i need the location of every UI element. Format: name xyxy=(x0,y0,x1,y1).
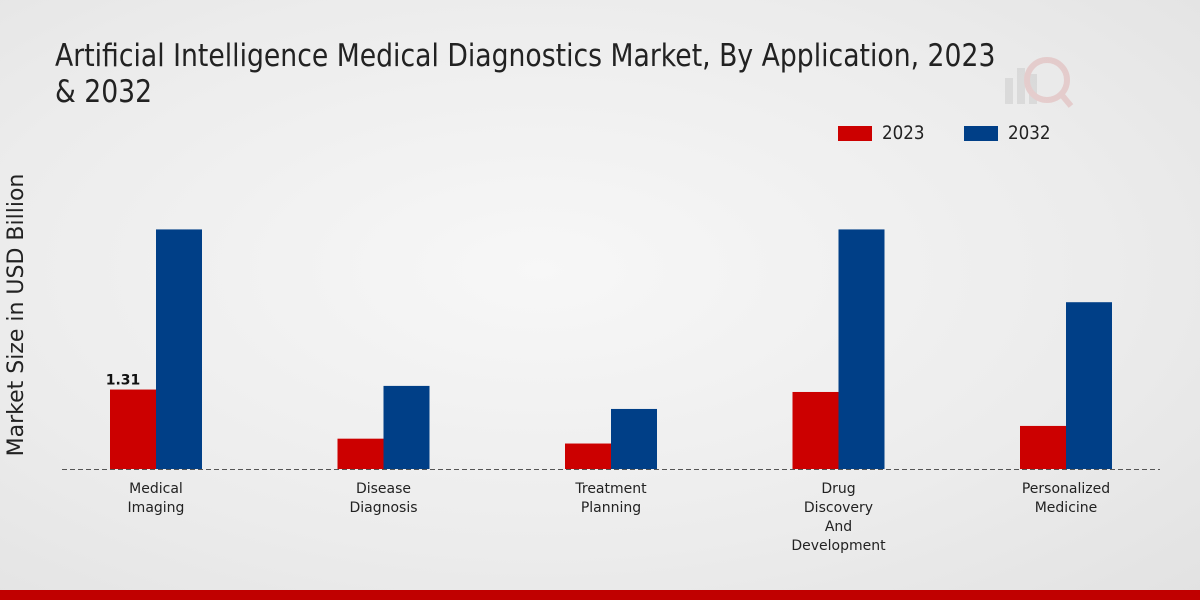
legend-label-2023: 2023 xyxy=(882,122,925,144)
bar-2032-personalized-medicine xyxy=(1066,302,1112,469)
legend-label-2032: 2032 xyxy=(1008,122,1051,144)
legend-swatch-2023 xyxy=(838,125,872,141)
x-tick-label: Disease Diagnosis xyxy=(349,481,417,516)
bar-2032-disease-diagnosis xyxy=(383,385,430,469)
x-tick-label: Treatment Planning xyxy=(574,481,647,516)
x-tick-label: Personalized Medicine xyxy=(1022,481,1110,516)
bar-2023-treatment-planning xyxy=(565,443,611,469)
watermark-logo-icon xyxy=(1005,57,1074,108)
bar-2023-drug-discovery-and-development xyxy=(792,391,839,469)
legend-swatch-2032 xyxy=(964,125,999,141)
bar-2032-treatment-planning xyxy=(611,408,657,469)
x-tick-label: Medical Imaging xyxy=(128,481,185,516)
x-tick-label: Drug Discovery And Development xyxy=(791,481,886,554)
bar-2032-medical-imaging xyxy=(156,229,202,469)
legend: 2023 2032 xyxy=(838,122,1091,144)
bar-2023-medical-imaging xyxy=(110,389,156,469)
bar-2023-personalized-medicine xyxy=(1020,425,1066,469)
bar-2023-disease-diagnosis xyxy=(337,438,384,469)
footer-bar xyxy=(0,590,1200,600)
bar-2032-drug-discovery-and-development xyxy=(838,229,885,469)
legend-item-2023: 2023 xyxy=(838,122,930,144)
legend-item-2032: 2032 xyxy=(964,122,1056,144)
data-label: 1.31 xyxy=(106,373,141,389)
chart-title: Artificial Intelligence Medical Diagnost… xyxy=(55,38,996,110)
